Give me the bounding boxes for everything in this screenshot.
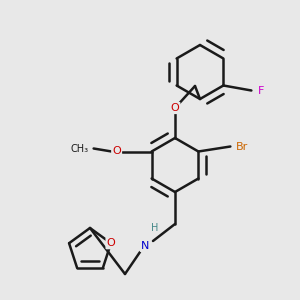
Text: Br: Br [236, 142, 248, 152]
Text: O: O [106, 238, 115, 248]
Text: CH₃: CH₃ [70, 143, 89, 154]
Text: O: O [112, 146, 121, 157]
Text: H: H [151, 223, 159, 233]
Text: N: N [141, 241, 149, 251]
Text: O: O [171, 103, 179, 113]
Text: F: F [258, 85, 265, 95]
